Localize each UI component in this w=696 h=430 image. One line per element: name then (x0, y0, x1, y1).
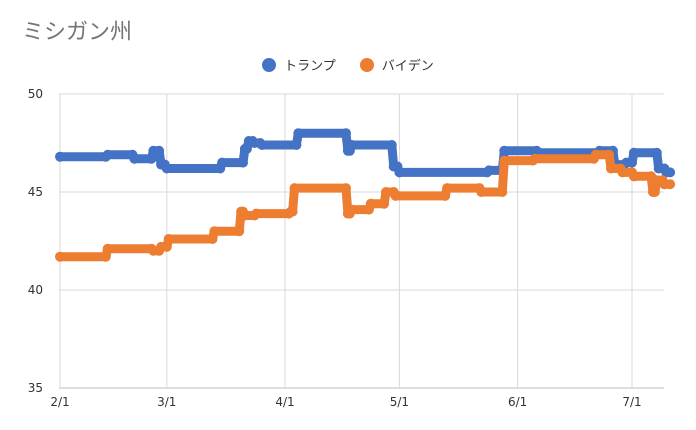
data-point (379, 198, 390, 209)
data-point (499, 155, 510, 166)
data-point (257, 140, 268, 150)
data-point (590, 149, 601, 160)
data-point (497, 187, 508, 197)
legend-item-biden[interactable]: バイデン (359, 55, 434, 74)
data-point (293, 128, 304, 139)
x-tick-label: 2/1 (50, 395, 69, 409)
data-point (287, 206, 298, 217)
data-point (251, 208, 262, 219)
data-point (651, 147, 662, 158)
data-point (341, 183, 351, 194)
y-tick-label: 40 (28, 283, 43, 297)
legend-swatch-trump (262, 57, 277, 72)
x-tick-label: 4/1 (275, 395, 294, 409)
data-point (234, 226, 245, 237)
data-point (346, 140, 357, 150)
data-point (238, 157, 248, 168)
data-point (529, 153, 540, 164)
data-point (291, 140, 302, 150)
legend-swatch-biden (359, 57, 374, 72)
data-point (628, 171, 639, 182)
legend-label-trump: トランプ (284, 59, 336, 74)
data-point (146, 153, 157, 164)
data-point (386, 140, 397, 150)
data-point (55, 251, 65, 262)
data-point (604, 149, 615, 160)
data-point (484, 165, 494, 176)
data-point (617, 167, 628, 178)
data-point (346, 204, 357, 215)
y-tick-label: 35 (28, 381, 43, 395)
data-point (129, 153, 140, 164)
data-point (161, 241, 172, 252)
data-point (365, 198, 376, 209)
legend-item-trump[interactable]: トランプ (262, 55, 336, 74)
data-point (442, 183, 453, 194)
x-tick-label: 6/1 (508, 395, 527, 409)
data-point (665, 179, 676, 190)
x-tick-label: 5/1 (390, 395, 409, 409)
x-tick-label: 7/1 (622, 395, 641, 409)
data-point (100, 251, 111, 262)
data-point (209, 226, 220, 237)
data-point (154, 145, 165, 156)
data-point (606, 163, 616, 174)
x-tick-label: 3/1 (157, 395, 176, 409)
data-point (394, 167, 405, 178)
legend-label-biden: バイデン (381, 59, 434, 74)
legend: トランプ バイデン (0, 55, 696, 74)
data-point (161, 163, 172, 174)
data-point (627, 157, 637, 168)
data-point (499, 145, 510, 156)
y-tick-label: 50 (28, 87, 43, 101)
data-point (102, 149, 113, 160)
data-point (241, 143, 252, 154)
data-point (239, 210, 250, 221)
data-point (649, 187, 660, 197)
data-point (217, 157, 228, 168)
chart-title: ミシガン州 (22, 20, 133, 45)
data-point (665, 167, 676, 178)
data-point (341, 128, 351, 139)
y-tick-label: 45 (28, 185, 43, 199)
data-point (289, 183, 300, 194)
data-point (476, 187, 487, 197)
series-line-1 (55, 150, 675, 262)
data-point (390, 190, 401, 201)
data-point (102, 243, 113, 254)
data-point (440, 190, 451, 201)
data-point (55, 151, 65, 162)
data-point (381, 187, 391, 197)
data-point (207, 234, 218, 244)
data-point (628, 147, 639, 158)
data-point (163, 234, 174, 244)
